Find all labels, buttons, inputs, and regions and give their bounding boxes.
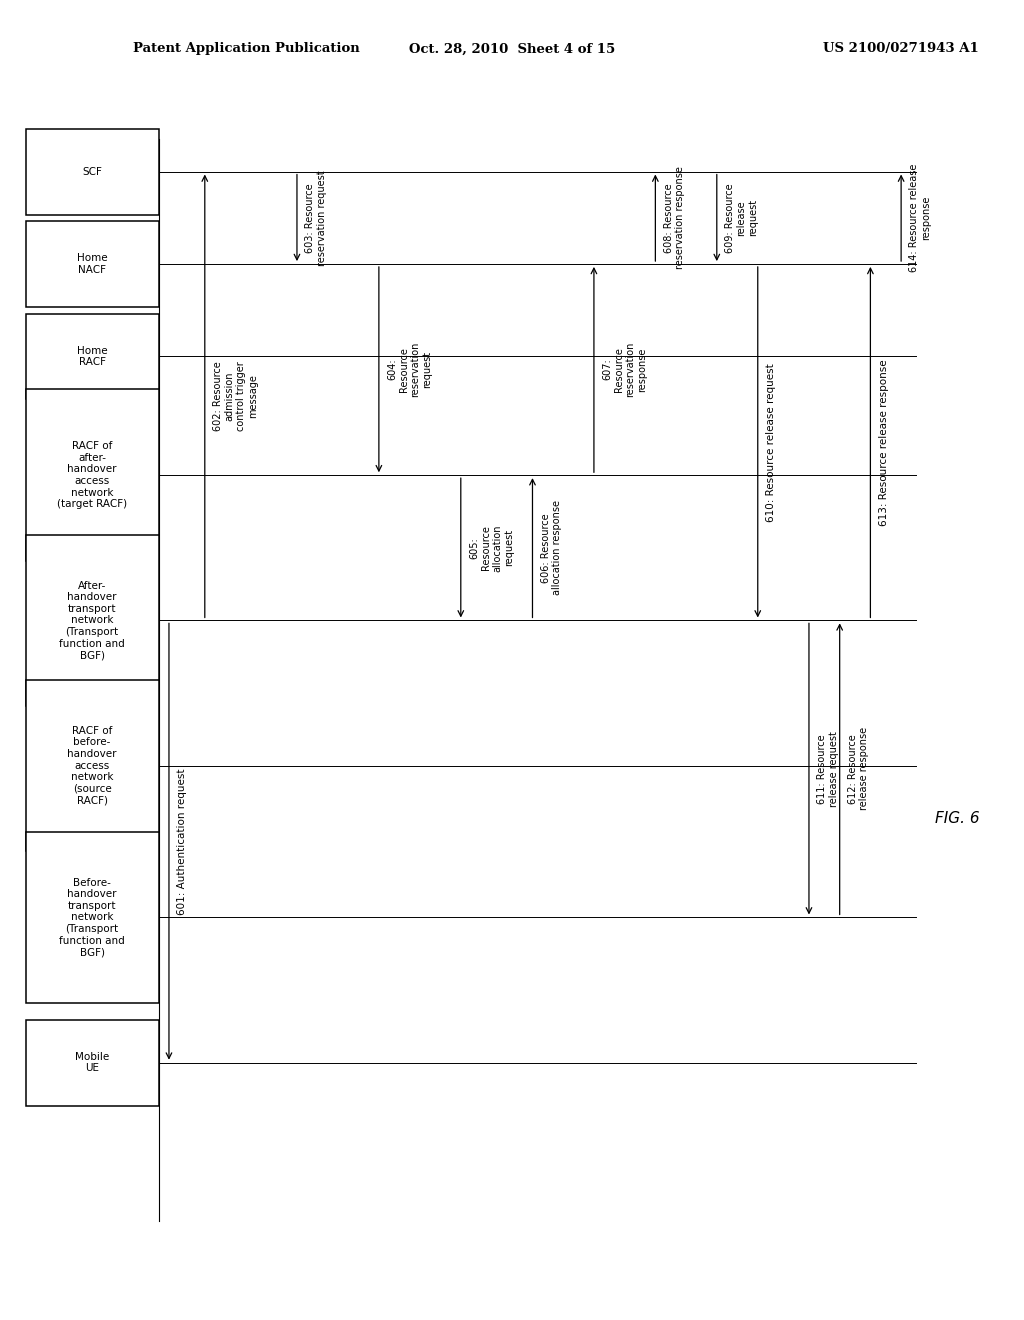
Text: Home
NACF: Home NACF: [77, 253, 108, 275]
Text: Patent Application Publication: Patent Application Publication: [133, 42, 359, 55]
Bar: [26, 220, 159, 306]
Text: 613: Resource release response: 613: Resource release response: [879, 359, 889, 525]
Text: Before-
handover
transport
network
(Transport
function and
BGF): Before- handover transport network (Tran…: [59, 878, 125, 957]
Text: 604:
Resource
reservation
request: 604: Resource reservation request: [387, 342, 432, 397]
Text: FIG. 6: FIG. 6: [935, 810, 980, 826]
Text: RACF of
before-
handover
access
network
(source
RACF): RACF of before- handover access network …: [68, 726, 117, 805]
Text: 606: Resource
allocation response: 606: Resource allocation response: [541, 500, 562, 595]
Text: After-
handover
transport
network
(Transport
function and
BGF): After- handover transport network (Trans…: [59, 581, 125, 660]
Text: 601: Authentication request: 601: Authentication request: [177, 768, 187, 915]
Text: 612: Resource
release response: 612: Resource release response: [848, 727, 869, 810]
Bar: [26, 535, 159, 706]
Text: 603: Resource
reservation request: 603: Resource reservation request: [305, 170, 327, 265]
Text: 607:
Resource
reservation
response: 607: Resource reservation response: [602, 342, 647, 397]
Text: US 2100/0271943 A1: US 2100/0271943 A1: [823, 42, 979, 55]
Text: Oct. 28, 2010  Sheet 4 of 15: Oct. 28, 2010 Sheet 4 of 15: [409, 42, 615, 55]
Text: 605:
Resource
allocation
request: 605: Resource allocation request: [469, 524, 514, 572]
Bar: [26, 314, 159, 399]
Text: 608: Resource
reservation response: 608: Resource reservation response: [664, 166, 685, 269]
Text: 602: Resource
admission
control trigger
message: 602: Resource admission control trigger …: [213, 362, 258, 430]
Text: 614: Resource release
response: 614: Resource release response: [909, 164, 931, 272]
Bar: [26, 832, 159, 1003]
Text: Home
RACF: Home RACF: [77, 346, 108, 367]
Text: SCF: SCF: [82, 166, 102, 177]
Bar: [26, 680, 159, 851]
Bar: [26, 128, 159, 214]
Text: RACF of
after-
handover
access
network
(target RACF): RACF of after- handover access network (…: [57, 441, 127, 510]
Text: 609: Resource
release
request: 609: Resource release request: [725, 183, 758, 252]
Bar: [26, 1019, 159, 1106]
Text: Mobile
UE: Mobile UE: [75, 1052, 110, 1073]
Text: 610: Resource release request: 610: Resource release request: [766, 363, 776, 521]
Text: 611: Resource
release request: 611: Resource release request: [817, 731, 839, 807]
Bar: [26, 389, 159, 561]
